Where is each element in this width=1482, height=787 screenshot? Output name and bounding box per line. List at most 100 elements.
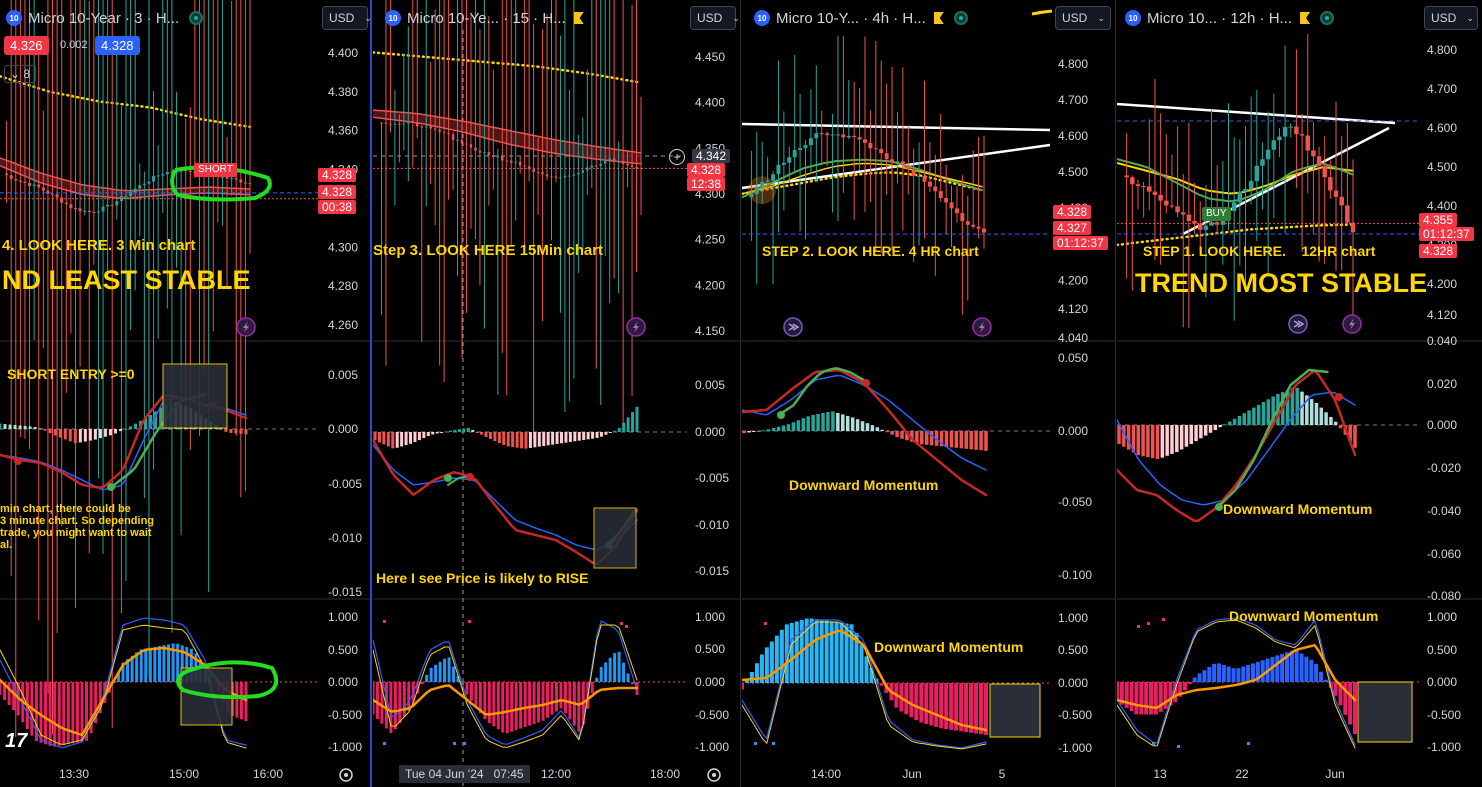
oscillator-histogram-bar [510,682,514,732]
symbol-header[interactable]: 10 Micro 10-Ye... · 15 · H... [385,6,584,30]
price-candle [1164,200,1169,206]
symbol-logo-icon: 10 [6,10,22,26]
price-candle [586,167,589,171]
flag-icon[interactable] [1300,12,1311,24]
time-tick-label: 18:00 [650,767,680,781]
symbol-header[interactable]: 10 Micro 10-Y... · 4h · H... [754,6,968,30]
macd-histogram-bar [68,429,72,442]
oscillator-histogram-bar [844,623,849,683]
macd-histogram-bar [1256,404,1261,425]
oscillator-histogram-bar [375,682,379,720]
macd-line [373,438,639,566]
price-tick-label: 4.260 [328,318,358,332]
macd-histogram-bar [979,431,983,451]
oscillator-histogram-bar [1153,682,1158,715]
price-candle [884,153,889,160]
price-candle [1345,205,1350,223]
macd-histogram-bar [448,430,452,432]
oscillator-histogram-bar [1328,682,1333,688]
macd-histogram-bar [488,432,492,440]
price-candle [879,149,884,154]
currency-select[interactable]: USD ⌄ [1424,6,1478,30]
oscillator-tick-label: 1.000 [1427,610,1457,624]
currency-select[interactable]: USD ⌄ [322,6,370,30]
oscillator-dot [453,742,456,745]
price-candle [612,158,616,162]
ask-price-button[interactable]: 4.328 [95,36,140,55]
price-candle [1339,196,1344,206]
oscillator-histogram-bar [904,683,909,715]
chart-panel-15min[interactable]: 4.4504.4004.3504.3004.2504.2004.1500.005… [373,0,741,787]
currency-select[interactable]: USD ⌄ [690,6,740,30]
price-candle [175,171,179,173]
chart-panel-3min[interactable]: 4.4004.3804.3604.3404.3004.2804.2600.005… [0,0,372,787]
bar-countdown-tag: 01:12:37 [1053,236,1108,250]
symbol-header[interactable]: 10 Micro 10... · 12h · H... [1125,6,1335,30]
currency-select[interactable]: USD ⌄ [1055,6,1111,30]
macd-histogram-bar [1170,425,1174,454]
flag-icon[interactable] [573,12,584,24]
add-plus-icon[interactable]: + [669,149,685,165]
macd-histogram-bar [944,431,949,447]
macd-histogram-bar [471,429,475,432]
bid-price-button[interactable]: 4.326 [4,36,49,55]
price-candle [64,202,68,205]
macd-histogram-bar [219,428,223,430]
price-candle [976,226,981,229]
symbol-header[interactable]: 10 Micro 10-Year · 3 · H... [6,6,204,30]
macd-tick-label: 0.040 [1427,334,1457,348]
macd-cross-marker [466,473,474,481]
price-candle [760,181,765,187]
oscillator-histogram-bar [1197,673,1202,682]
price-candle [156,175,160,177]
chart-panel-4h[interactable]: 4.8004.7004.6004.5004.4004.3004.2004.120… [742,0,1116,787]
price-candle [505,160,509,162]
price-candle [835,134,840,136]
chart-canvas-4h[interactable]: 4.8004.7004.6004.5004.4004.3004.2004.120… [742,0,1116,787]
macd-histogram-bar [149,415,153,429]
oscillator-slow-line [373,624,638,748]
macd-histogram-bar [599,432,603,437]
annotation-step3: Step 3. LOOK HERE 15Min chart [373,242,604,259]
macd-tick-label: 0.000 [695,425,725,439]
macd-histogram-bar [239,429,243,434]
price-candle [559,177,562,179]
oscillator-histogram-bar [1192,677,1197,682]
oscillator-histogram-bar [964,683,969,733]
oscillator-histogram-bar [919,683,924,723]
macd-tick-label: -0.100 [1058,568,1092,582]
macd-histogram-bar [1252,407,1256,425]
price-candle [577,172,580,175]
macd-histogram-bar [520,432,524,449]
macd-histogram-bar [1203,425,1208,436]
oscillator-signal-line [742,629,988,732]
quantity-stepper[interactable]: ⌄ 8 [4,65,37,83]
market-status-icon [189,11,204,25]
price-candle [456,139,459,141]
chart-panel-12h[interactable]: 4.8004.7004.6004.5004.4004.3004.2004.120… [1117,0,1482,787]
oscillator-histogram-bar [393,682,397,730]
oscillator-histogram-bar [75,682,79,743]
price-candle [1271,140,1277,150]
price-tick-label: 4.600 [1427,121,1457,135]
chart-canvas-3min[interactable]: 4.4004.3804.3604.3404.3004.2804.2600.005… [0,0,372,787]
chart-canvas-12h[interactable]: 4.8004.7004.6004.5004.4004.3004.2004.120… [1117,0,1482,787]
macd-histogram-bar [506,432,510,447]
oscillator-dot [1147,622,1150,625]
flag-icon[interactable] [933,12,944,24]
oscillator-tick-label: 0.500 [695,642,725,656]
chart-canvas-15min[interactable]: 4.4504.4004.3504.3004.2504.2004.1500.005… [373,0,741,787]
annotation-trend-most-stable: TREND MOST STABLE [1135,268,1427,298]
price-tick-label: 4.040 [1058,331,1088,345]
oscillator-dot [1177,745,1180,748]
symbol-title: Micro 10-Year · 3 · H... [28,9,180,27]
price-candle [115,201,119,206]
oscillator-histogram-bar [879,683,884,686]
macd-histogram-bar [855,419,860,431]
oscillator-histogram-bar [869,668,874,683]
macd-histogram-bar [1333,421,1338,425]
macd-histogram-bar [43,429,47,431]
price-candle [1260,159,1265,166]
price-candle [900,161,905,166]
price-candle [938,191,943,199]
